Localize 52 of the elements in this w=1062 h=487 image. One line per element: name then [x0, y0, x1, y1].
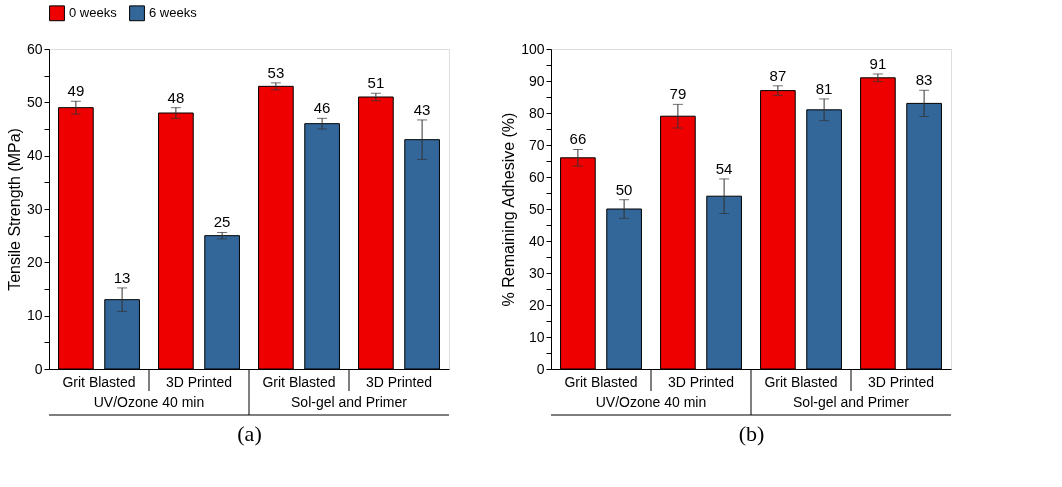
data-label: 54	[715, 159, 733, 177]
y-tick-label: 30	[528, 264, 545, 281]
data-label: 46	[313, 99, 331, 117]
x-tick-label: Grit Blasted	[262, 373, 336, 390]
x-axis-title: (a)	[237, 420, 262, 446]
x-tick-label: 3D Printed	[867, 373, 935, 390]
y-tick-label: 0	[34, 360, 43, 377]
text: Sol-gel and Primer	[291, 394, 408, 410]
y-tick-label: 10	[528, 328, 545, 345]
y-tick-label: 20	[528, 296, 545, 313]
y-tick-label: 50	[528, 200, 545, 217]
data-label: 48	[167, 88, 185, 106]
data-label: 91	[869, 54, 887, 72]
x-tick-label: 3D Printed	[165, 373, 233, 390]
data-label: 51	[367, 74, 385, 92]
data-label: 83	[915, 71, 933, 89]
y-tick-label: 60	[528, 168, 545, 185]
data-label: 43	[413, 100, 431, 118]
y-axis-title: % Remaining Adhesive (%)	[500, 112, 518, 307]
y-tick-label: 90	[528, 72, 545, 89]
data-label: 66	[569, 130, 587, 148]
x-axis-title: (b)	[738, 420, 765, 446]
data-label: 49	[67, 82, 85, 100]
text: UV/Ozone 40 min	[595, 394, 707, 410]
y-tick-label: 10	[26, 307, 43, 324]
y-tick-label: 30	[26, 200, 43, 217]
data-label: 79	[669, 85, 687, 103]
y-tick-label: 80	[528, 104, 545, 121]
legend-label: 0 weeks	[69, 5, 118, 21]
y-tick-label: 0	[536, 360, 545, 377]
legend-label: 6 weeks	[149, 5, 198, 21]
x-tick-label: 3D Printed	[365, 373, 433, 390]
data-label: 25	[213, 213, 231, 231]
y-tick-label: 40	[26, 147, 43, 164]
text: Sol-gel and Primer	[793, 394, 910, 410]
data-label: 53	[267, 63, 285, 81]
y-tick-label: 70	[528, 136, 545, 153]
x-tick-label: Grit Blasted	[62, 373, 136, 390]
data-label: 50	[615, 180, 633, 198]
data-label: 87	[769, 66, 787, 84]
x-tick-label: 3D Printed	[667, 373, 735, 390]
x-tick-label: Grit Blasted	[764, 373, 838, 390]
x-tick-label: Grit Blasted	[564, 373, 638, 390]
data-label: 13	[113, 268, 131, 286]
y-tick-label: 60	[26, 40, 43, 57]
y-axis-title: Tensile Strength (MPa)	[5, 128, 23, 291]
y-tick-label: 20	[26, 253, 43, 270]
y-tick-label: 50	[26, 93, 43, 110]
y-tick-label: 40	[528, 232, 545, 249]
data-label: 81	[815, 79, 833, 97]
y-tick-label: 100	[521, 40, 545, 57]
text: UV/Ozone 40 min	[93, 394, 205, 410]
